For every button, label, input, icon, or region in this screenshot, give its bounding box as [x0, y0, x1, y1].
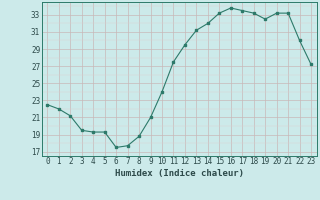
- X-axis label: Humidex (Indice chaleur): Humidex (Indice chaleur): [115, 169, 244, 178]
